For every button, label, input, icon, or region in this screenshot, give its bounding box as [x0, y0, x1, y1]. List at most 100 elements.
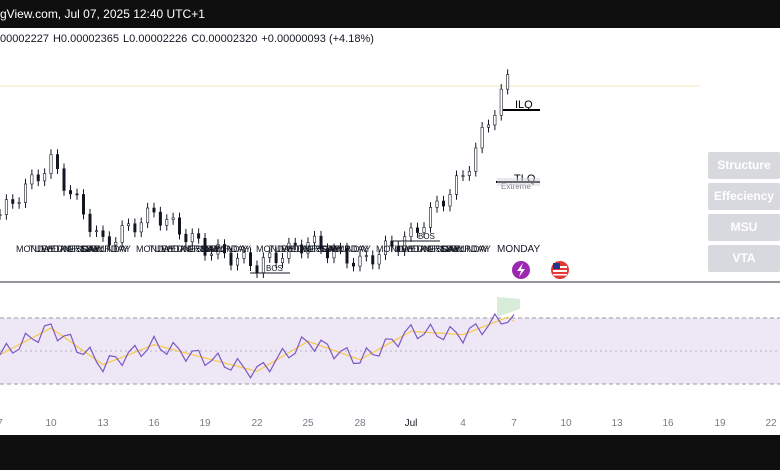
candle-body — [435, 200, 439, 208]
time-tick-label: 22 — [765, 418, 777, 429]
candle-body — [345, 247, 349, 264]
day-label: SATURDAY — [321, 244, 369, 254]
candle-body — [461, 175, 465, 177]
candle-body — [114, 241, 118, 246]
candle-body — [210, 253, 214, 256]
day-label: SATURDAY — [81, 244, 129, 254]
efficiency-button[interactable]: Effeciency — [708, 183, 780, 210]
day-label: TUESDAY — [269, 244, 311, 254]
time-tick-label: 28 — [354, 418, 366, 429]
candle-body — [396, 245, 400, 252]
candle-body — [178, 217, 182, 235]
candle-body — [486, 124, 490, 128]
candle-body — [280, 257, 284, 264]
time-tick-label: 16 — [148, 418, 160, 429]
candle-body — [184, 233, 188, 243]
candle-body — [236, 257, 240, 266]
candle-body — [383, 240, 387, 255]
candle-body — [229, 252, 233, 266]
candle-body — [274, 252, 278, 264]
candle-body — [467, 170, 471, 176]
candle-body — [95, 230, 99, 233]
day-label: FRIDAY — [188, 244, 220, 254]
day-label: FRIDAY — [428, 244, 460, 254]
day-label: THURSDAY — [295, 244, 344, 254]
time-tick-label: 13 — [611, 418, 623, 429]
bos-label-2: BOS — [418, 232, 435, 241]
candle-body — [190, 233, 194, 243]
candle-body — [268, 252, 272, 258]
candle-body — [371, 255, 375, 265]
low-label: L — [123, 33, 130, 45]
day-labels: MONDAYTUESDAYWEDNESDAYTHURSDAYFRIDAYSATU… — [16, 244, 491, 254]
day-label: SATURDAY — [201, 244, 249, 254]
time-tick-label: 7 — [0, 418, 3, 429]
time-tick-label: 19 — [199, 418, 211, 429]
chart-title: gView.com, Jul 07, 2025 12:40 UTC+1 — [0, 7, 205, 21]
day-label: SUNDAY — [334, 244, 371, 254]
time-tick-label: 22 — [251, 418, 263, 429]
candle-body — [127, 223, 131, 226]
us-flag-icon[interactable] — [551, 261, 569, 279]
day-label: THURSDAY — [55, 244, 104, 254]
day-label: MONDAY — [136, 244, 175, 254]
extreme-label: Extreme — [501, 182, 531, 191]
candle-body — [55, 154, 59, 170]
high-value: 0.00002365 — [60, 33, 120, 45]
candle-body — [300, 244, 304, 254]
ilq-label: ILQ — [515, 99, 533, 111]
candle-body — [17, 202, 21, 204]
candle-body — [249, 252, 253, 267]
day-label: WEDNESDAY — [42, 244, 99, 254]
price-chart[interactable]: ILQ TLQ Extreme BOS BOS MONDAYTUESDAYWED… — [0, 28, 780, 435]
candle-body — [171, 217, 175, 220]
day-label: SUNDAY — [454, 244, 491, 254]
day-label: TUESDAY — [389, 244, 431, 254]
candle-body — [312, 235, 316, 243]
candle-body — [197, 233, 201, 239]
candle-body — [422, 227, 426, 233]
candle-body — [493, 115, 497, 126]
candle-body — [0, 214, 2, 216]
candle-body — [11, 199, 15, 204]
candle-body — [69, 190, 73, 195]
candle-body — [4, 199, 8, 215]
candle-body — [409, 227, 413, 237]
high-label: H — [52, 33, 61, 45]
candle-body — [338, 247, 342, 250]
vta-button[interactable]: VTA — [708, 245, 780, 272]
candle-body — [390, 240, 394, 247]
candle-body — [242, 252, 246, 259]
candle-body — [120, 225, 124, 243]
candle-body — [351, 262, 355, 267]
day-label: SUNDAY — [214, 244, 251, 254]
close-value: 0.00002320 — [199, 33, 258, 45]
candle-body — [75, 193, 79, 196]
bottom-bar — [0, 435, 780, 470]
ohlc-legend: 00002227 H0.00002365 L0.00002226 C0.0000232… — [0, 33, 378, 45]
msu-button[interactable]: MSU — [708, 214, 780, 241]
candle-body — [23, 183, 27, 203]
structure-button[interactable]: Structure — [708, 152, 780, 179]
lightning-icon[interactable] — [512, 261, 530, 279]
candle-body — [158, 211, 162, 226]
day-label: TUESDAY — [149, 244, 191, 254]
candle-body — [255, 265, 259, 274]
candle-body — [216, 244, 220, 255]
candle-body — [499, 88, 503, 116]
day-label: WEDNESDAY — [402, 244, 459, 254]
candle-body — [441, 200, 445, 207]
candle-body — [293, 242, 297, 246]
candle-body — [428, 207, 432, 228]
day-label: THURSDAY — [175, 244, 224, 254]
candle-body — [49, 154, 53, 174]
candle-body — [332, 248, 336, 259]
candle-body — [358, 255, 362, 267]
candle-body — [448, 194, 452, 207]
candle-body — [88, 213, 92, 232]
candle-body — [415, 227, 419, 233]
candle-body — [146, 207, 150, 224]
day-label: TUESDAY — [29, 244, 71, 254]
rsi-overbought-fill — [497, 297, 520, 317]
candle-body — [403, 236, 407, 252]
